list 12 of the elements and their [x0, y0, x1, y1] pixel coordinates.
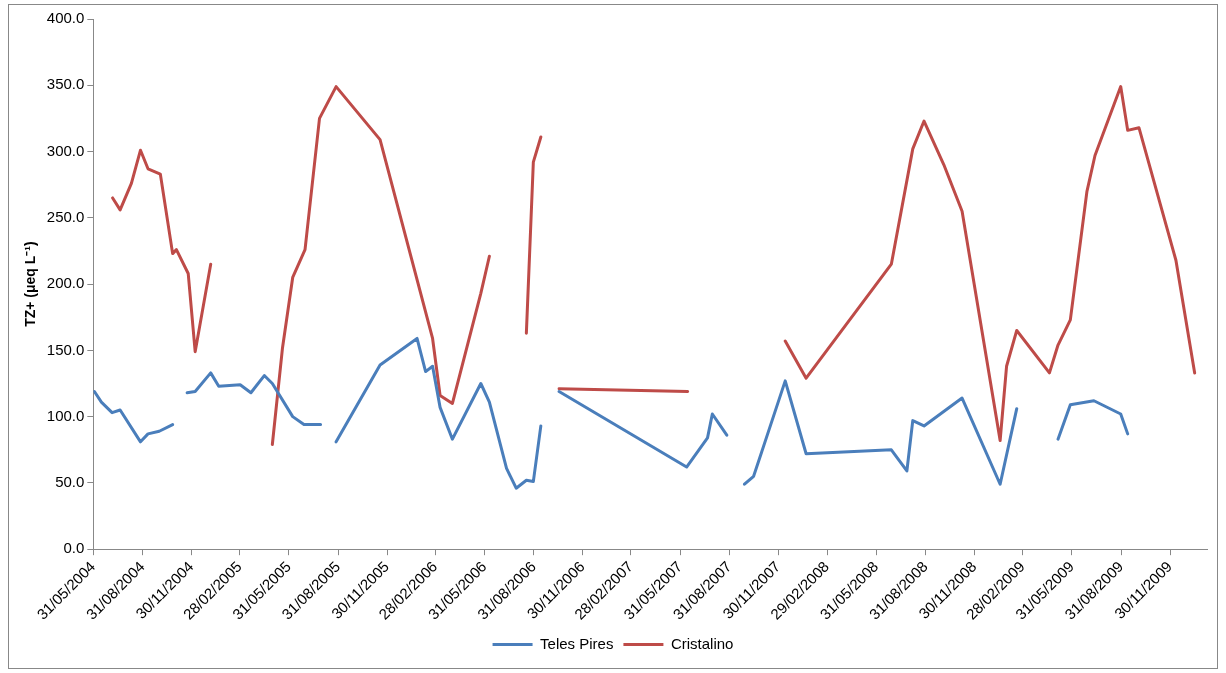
legend-label: Cristalino	[670, 634, 734, 652]
y-tick-label: 150.0	[46, 340, 85, 358]
y-tick-label: 200.0	[46, 274, 85, 292]
y-tick-label: 400.0	[46, 9, 85, 27]
y-tick-label: 300.0	[46, 141, 85, 159]
y-tick-label: 350.0	[46, 75, 85, 93]
y-axis-title: TZ+ (μeq L⁻¹)	[22, 241, 39, 327]
y-tick-label: 50.0	[55, 473, 85, 491]
legend-label: Teles Pires	[540, 634, 614, 652]
y-tick-label: 0.0	[63, 539, 85, 557]
y-tick-label: 250.0	[46, 207, 85, 225]
y-tick-label: 100.0	[46, 406, 85, 424]
